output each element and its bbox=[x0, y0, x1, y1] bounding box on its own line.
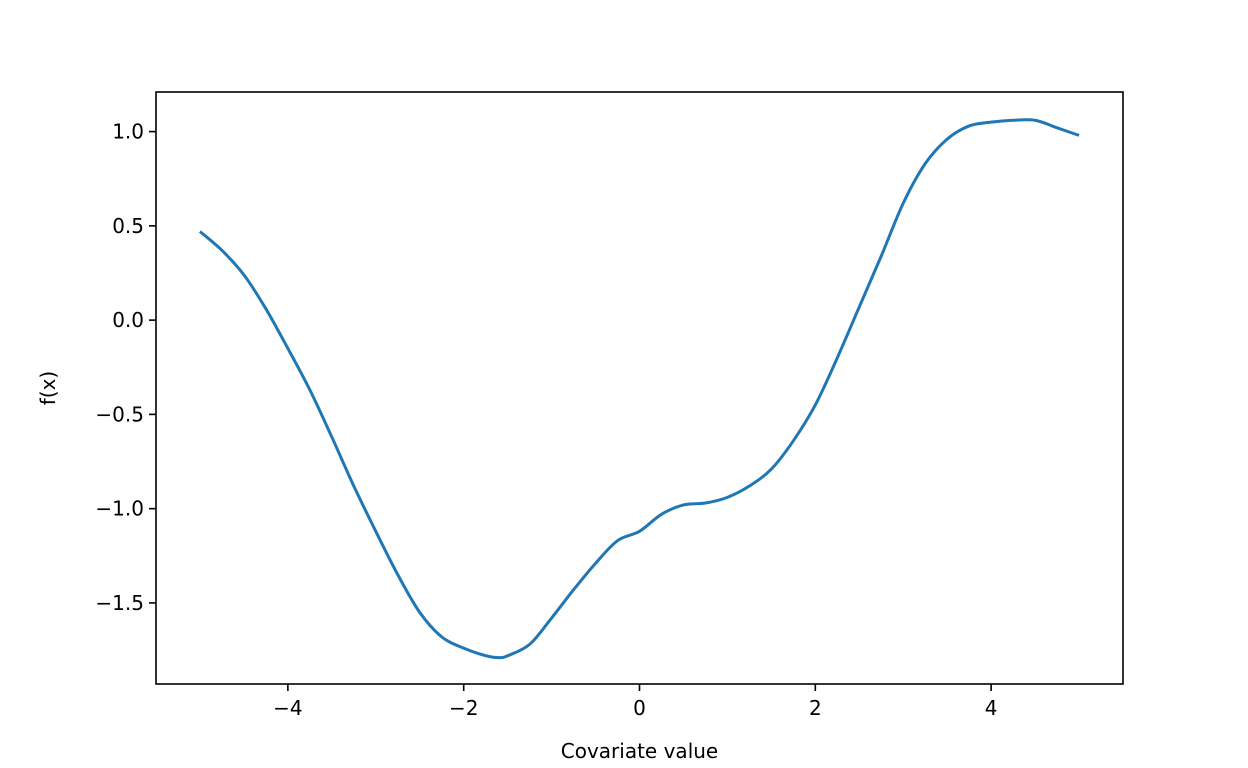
x-tick-label: 2 bbox=[809, 696, 822, 720]
y-tick-label: −0.5 bbox=[95, 402, 144, 426]
x-axis-label: Covariate value bbox=[561, 739, 718, 763]
y-axis-ticks: −1.5 −1.0 −0.5 0.0 0.5 1.0 bbox=[95, 120, 156, 615]
plot-area: −4 −2 0 2 4 −1.5 −1.0 −0.5 0.0 0.5 1.0 bbox=[95, 91, 1124, 720]
y-tick-label: −1.5 bbox=[95, 591, 144, 615]
x-tick-label: 4 bbox=[985, 696, 998, 720]
x-tick-label: 0 bbox=[633, 696, 646, 720]
plot-frame bbox=[155, 91, 1124, 685]
x-tick-label: −2 bbox=[449, 696, 478, 720]
series-layer bbox=[198, 118, 1080, 660]
x-tick-label: −4 bbox=[273, 696, 302, 720]
y-tick-label: −1.0 bbox=[95, 497, 144, 521]
x-axis-ticks: −4 −2 0 2 4 bbox=[273, 684, 998, 720]
series-line bbox=[198, 118, 1080, 660]
y-tick-label: 0.5 bbox=[112, 214, 144, 238]
y-tick-label: 0.0 bbox=[112, 308, 144, 332]
y-axis-label: f(x) bbox=[36, 371, 60, 405]
y-tick-label: 1.0 bbox=[112, 120, 144, 144]
